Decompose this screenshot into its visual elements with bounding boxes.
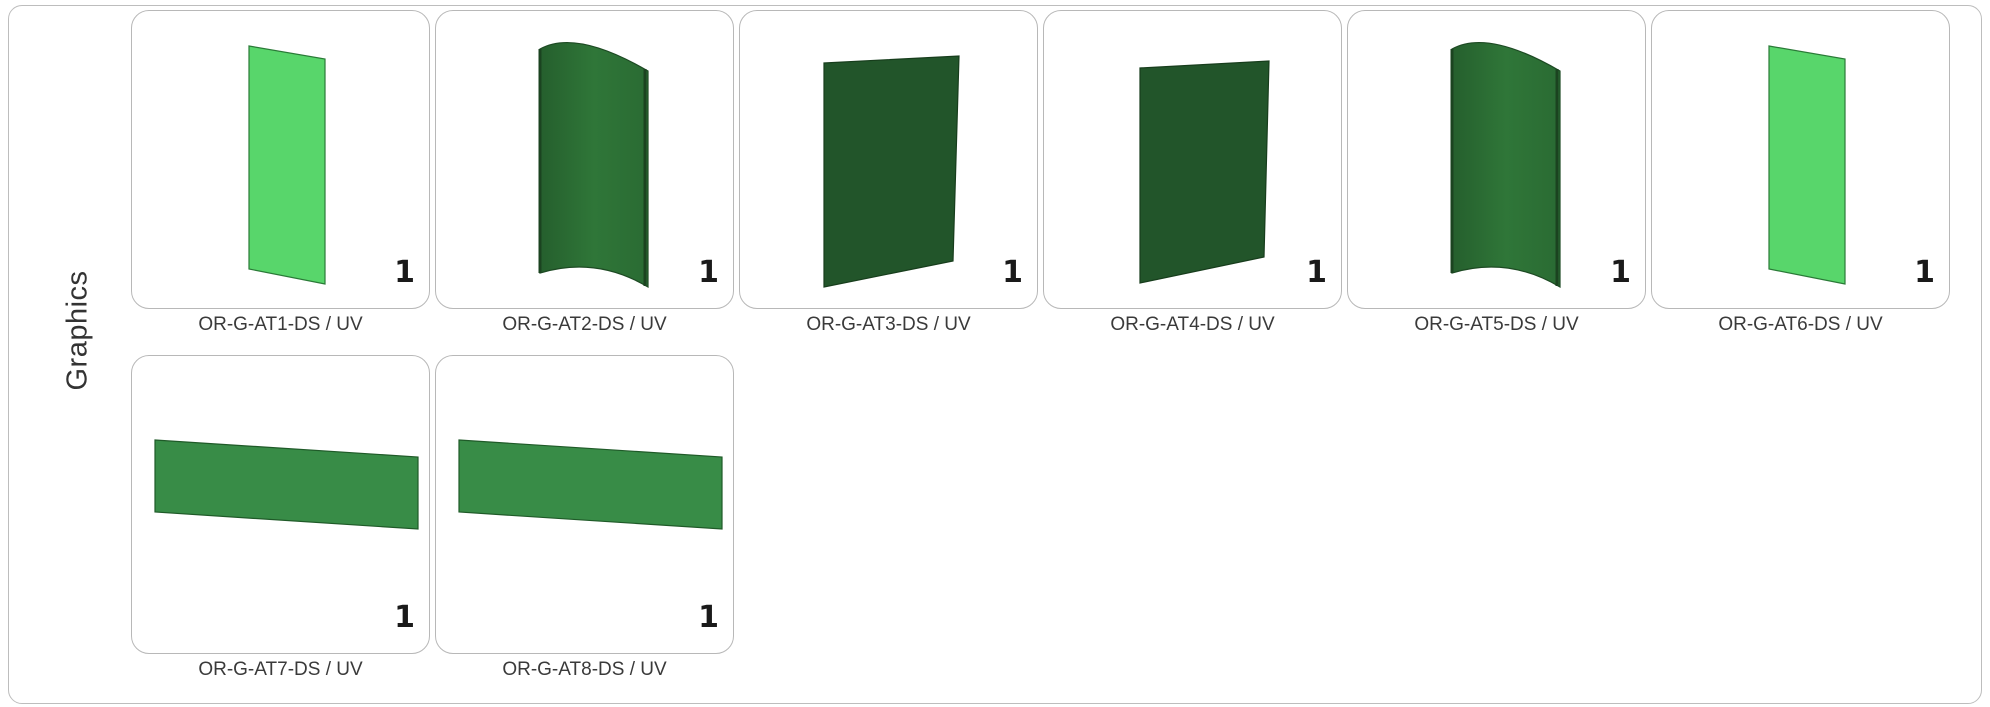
graphic-preview (823, 55, 960, 288)
graphic-preview (248, 45, 326, 285)
graphic-code: OR-G-AT8-DS / UV (502, 659, 667, 680)
graphic-code: OR-G-AT2-DS / UV (502, 314, 667, 335)
graphic-card[interactable]: 1 (1651, 10, 1950, 309)
graphic-card[interactable]: 1 (435, 355, 734, 654)
section-title: Graphics (61, 269, 94, 391)
quantity-badge: 1 (1002, 255, 1023, 290)
graphic-preview (538, 42, 649, 289)
graphics-panel (8, 5, 1982, 704)
graphic-card[interactable]: 1 (131, 355, 430, 654)
graphic-code: OR-G-AT3-DS / UV (806, 314, 971, 335)
quantity-badge: 1 (1914, 255, 1935, 290)
graphic-preview (1139, 60, 1270, 284)
graphic-card[interactable]: 1 (1347, 10, 1646, 309)
quantity-badge: 1 (1610, 255, 1631, 290)
graphic-preview (458, 439, 723, 530)
graphic-card[interactable]: 1 (435, 10, 734, 309)
graphic-code: OR-G-AT5-DS / UV (1414, 314, 1579, 335)
quantity-badge: 1 (698, 600, 719, 635)
graphic-code: OR-G-AT7-DS / UV (198, 659, 363, 680)
quantity-badge: 1 (698, 255, 719, 290)
quantity-badge: 1 (1306, 255, 1327, 290)
graphic-code: OR-G-AT4-DS / UV (1110, 314, 1275, 335)
graphic-preview (154, 439, 419, 530)
quantity-badge: 1 (394, 600, 415, 635)
graphic-preview (1768, 45, 1846, 285)
graphic-card[interactable]: 1 (739, 10, 1038, 309)
graphic-card[interactable]: 1 (131, 10, 430, 309)
graphic-preview (1450, 42, 1561, 289)
graphic-code: OR-G-AT6-DS / UV (1718, 314, 1883, 335)
quantity-badge: 1 (394, 255, 415, 290)
graphic-card[interactable]: 1 (1043, 10, 1342, 309)
graphic-code: OR-G-AT1-DS / UV (198, 314, 363, 335)
